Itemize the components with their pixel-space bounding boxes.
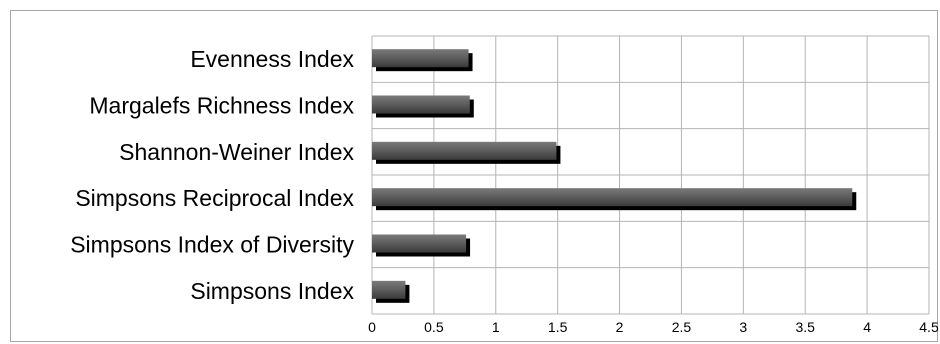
x-tick-label: 2 <box>616 319 624 335</box>
x-tick-label: 3 <box>739 319 747 335</box>
category-label: Evenness Index <box>190 46 354 72</box>
bar <box>372 49 469 68</box>
category-label: Margalefs Richness Index <box>89 93 354 119</box>
category-label: Simpsons Index of Diversity <box>70 232 354 258</box>
category-label: Shannon-Weiner Index <box>119 139 354 165</box>
chart-frame <box>10 10 938 342</box>
category-labels: Simpsons Index Simpsons Index of Diversit… <box>70 46 354 304</box>
x-tick-label: 2.5 <box>672 319 692 335</box>
bar <box>372 280 406 299</box>
bars <box>372 49 857 303</box>
x-tick-label: 0 <box>368 319 376 335</box>
x-tick-label: 4 <box>863 319 871 335</box>
x-tick-label: 3.5 <box>795 319 815 335</box>
x-tick-label: 0.5 <box>424 319 444 335</box>
x-tick-label: 4.5 <box>919 319 939 335</box>
bar <box>372 141 557 160</box>
x-tick-labels: 0 0.5 1 1.5 2 2.5 3 3.5 4 4.5 <box>368 319 939 335</box>
bar <box>372 234 467 253</box>
bar <box>372 188 853 207</box>
category-label: Simpsons Index <box>190 278 354 304</box>
grid-lines <box>371 35 930 315</box>
category-label: Simpsons Reciprocal Index <box>75 185 354 211</box>
x-tick-label: 1.5 <box>548 319 568 335</box>
x-tick-label: 1 <box>492 319 500 335</box>
bar <box>372 95 470 114</box>
